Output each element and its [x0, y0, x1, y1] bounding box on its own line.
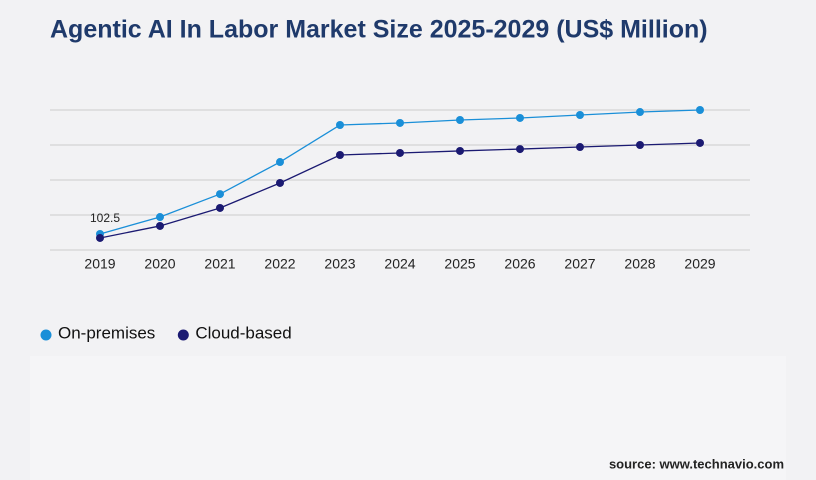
- x-tick-label: 2025: [444, 256, 475, 272]
- data-point: [336, 121, 344, 129]
- data-point: [336, 151, 344, 159]
- data-point: [696, 106, 704, 114]
- data-point: [516, 113, 524, 122]
- data-point: [216, 190, 224, 199]
- data-point: [276, 178, 284, 187]
- data-point: [636, 108, 644, 117]
- data-point: [636, 141, 644, 149]
- x-tick-label: 2029: [684, 256, 715, 272]
- data-point: [516, 145, 524, 154]
- x-tick-label: 2021: [204, 256, 235, 272]
- x-tick-label: 2027: [564, 256, 595, 272]
- x-tick-label: 2028: [624, 256, 655, 272]
- data-point: [96, 233, 104, 242]
- x-tick-label: 2022: [264, 256, 295, 272]
- data-point: [576, 111, 584, 119]
- panel: [30, 356, 786, 480]
- source: source: www.technavio.com: [609, 456, 784, 471]
- chart-title: Agentic AI In Labor Market Size 2025-202…: [50, 16, 708, 44]
- legend-label: On-premises: [58, 323, 155, 342]
- data-point: [456, 146, 464, 155]
- x-tick-label: 2020: [144, 256, 175, 272]
- data-point: [216, 203, 224, 212]
- legend-marker: [40, 329, 52, 341]
- x-tick-label: 2024: [384, 256, 415, 272]
- x-tick-label: 2019: [84, 256, 115, 272]
- series-line: [99, 142, 701, 239]
- data-point: [696, 138, 704, 147]
- legend-marker: [177, 329, 189, 341]
- data-point: [396, 118, 404, 127]
- data-point: [276, 158, 284, 167]
- data-point: [576, 143, 584, 152]
- data-point: [156, 213, 164, 222]
- data-point: [396, 148, 404, 157]
- data-point: [456, 116, 464, 124]
- x-tick-label: 2026: [504, 256, 535, 272]
- data-point: [156, 221, 164, 230]
- data-label: 102.5: [90, 211, 120, 225]
- x-tick-label: 2023: [324, 256, 355, 272]
- legend-label: Cloud-based: [195, 323, 291, 342]
